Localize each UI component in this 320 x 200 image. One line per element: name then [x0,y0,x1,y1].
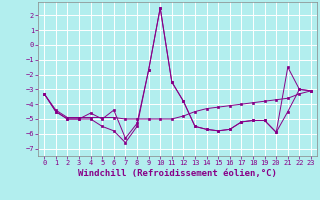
X-axis label: Windchill (Refroidissement éolien,°C): Windchill (Refroidissement éolien,°C) [78,169,277,178]
